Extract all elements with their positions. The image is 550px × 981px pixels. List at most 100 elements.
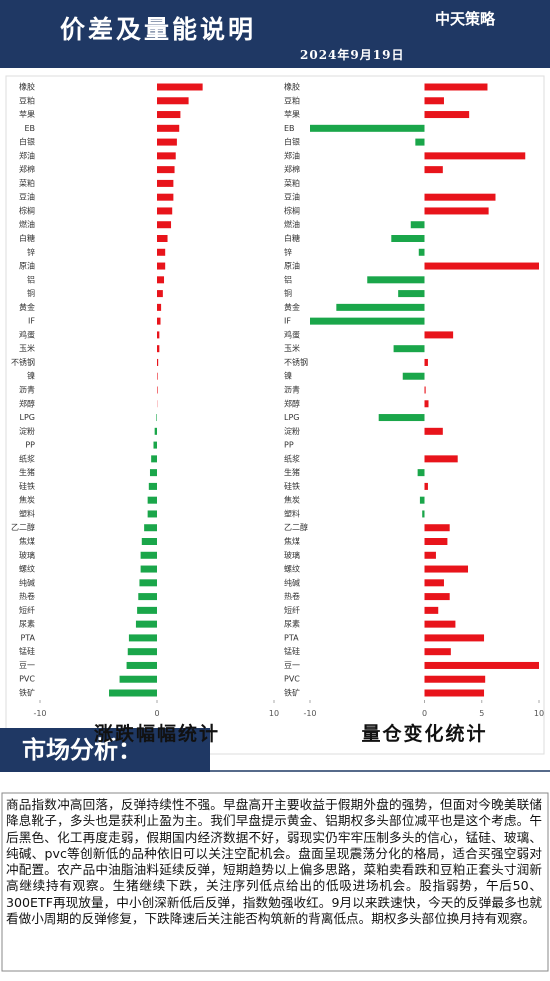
text-frame (1, 792, 549, 972)
category-label: 纯碱 (19, 577, 35, 587)
bar (424, 661, 539, 669)
bar (157, 276, 165, 284)
category-label: PTA (20, 633, 35, 642)
category-label: 热卷 (19, 591, 35, 601)
category-label: 玉米 (19, 343, 35, 353)
date: 2024年9月19日 (300, 47, 404, 62)
category-label: 不锈钢 (11, 357, 35, 367)
bar (157, 152, 176, 160)
category-label: 沥青 (19, 385, 35, 395)
page-title: 价差及量能说明 (60, 15, 256, 44)
category-label: 豆粕 (19, 95, 35, 105)
category-label: 棕榈 (19, 205, 35, 215)
logo: 中天策略 (435, 10, 496, 28)
bar (126, 661, 157, 669)
category-label: 玻璃 (19, 550, 35, 560)
category-label: 纸浆 (19, 453, 35, 463)
category-label: 豆一 (284, 661, 300, 670)
bar (157, 372, 158, 380)
bar (424, 538, 448, 545)
category-label: LPG (20, 413, 35, 422)
bar (418, 248, 425, 256)
bar (157, 207, 173, 215)
bar (140, 551, 157, 559)
bar (153, 441, 157, 449)
category-label: EB (24, 124, 35, 133)
bar (424, 386, 426, 394)
bar (419, 496, 425, 504)
bar (424, 97, 444, 105)
category-label: 尿素 (284, 619, 300, 629)
bar (157, 97, 189, 105)
bar (144, 524, 157, 532)
bar (154, 427, 157, 435)
x-tick-label: 10 (269, 709, 279, 718)
bar (410, 221, 425, 229)
category-label: PVC (284, 675, 300, 684)
category-label: 豆油 (284, 192, 300, 202)
bar (157, 317, 161, 325)
category-label: 白糖 (284, 233, 300, 243)
bar (157, 179, 174, 187)
bar (424, 620, 456, 628)
category-label: 郑油 (19, 150, 35, 160)
category-label: 焦炭 (19, 495, 35, 505)
bar (424, 579, 444, 587)
bar (422, 510, 425, 518)
bar (415, 138, 425, 146)
analysis-text: 商品指数冲高回落，反弹持续性不强。早盘高开主要收益于假期外盘的强势，但面对今晚美… (6, 797, 542, 927)
bar (398, 290, 425, 298)
header-bg (0, 0, 550, 68)
bar (147, 496, 157, 504)
category-label: 白糖 (19, 233, 35, 243)
x-tick-label: 10 (534, 709, 544, 718)
bar (424, 193, 496, 201)
category-label: 焦炭 (284, 495, 300, 505)
bar (424, 551, 436, 559)
category-label: 棕榈 (284, 205, 300, 215)
bar (157, 248, 166, 256)
bar (157, 331, 160, 339)
category-label: 白银 (19, 137, 35, 147)
category-label: 豆粕 (284, 95, 300, 105)
category-label: 原油 (284, 261, 300, 271)
bar (157, 290, 163, 298)
bar (424, 634, 485, 642)
category-label: 郑棉 (284, 164, 300, 174)
category-label: 螺纹 (19, 564, 35, 574)
category-label: 短纤 (284, 605, 300, 615)
category-label: 原油 (19, 261, 35, 271)
bar (141, 538, 157, 545)
banner-bg (0, 728, 210, 772)
bar (424, 358, 428, 366)
bar (424, 524, 450, 532)
bar (119, 675, 157, 683)
category-label: 纸浆 (284, 453, 300, 463)
bar (109, 689, 157, 697)
category-label: 不锈钢 (284, 357, 308, 367)
bar (149, 469, 157, 477)
category-label: 鸡蛋 (284, 329, 300, 339)
bar (424, 111, 470, 119)
bar (157, 166, 175, 174)
bar (157, 235, 168, 242)
bar (424, 648, 451, 656)
category-label: 锌 (284, 247, 292, 257)
bar (157, 124, 180, 132)
category-label: 鸡蛋 (19, 329, 35, 339)
category-label: 玉米 (284, 343, 300, 353)
bar (310, 317, 425, 325)
category-label: PP (25, 441, 35, 450)
category-label: 镍 (284, 371, 292, 381)
category-label: 郑醇 (19, 398, 35, 408)
category-label: 铜 (27, 288, 35, 298)
bar (424, 593, 450, 601)
bar (135, 620, 157, 628)
bar (424, 207, 489, 215)
category-label: 焦煤 (284, 536, 300, 546)
bar (157, 345, 160, 353)
category-label: 白银 (284, 137, 300, 147)
chart-frame (5, 75, 545, 755)
category-label: PVC (19, 675, 35, 684)
